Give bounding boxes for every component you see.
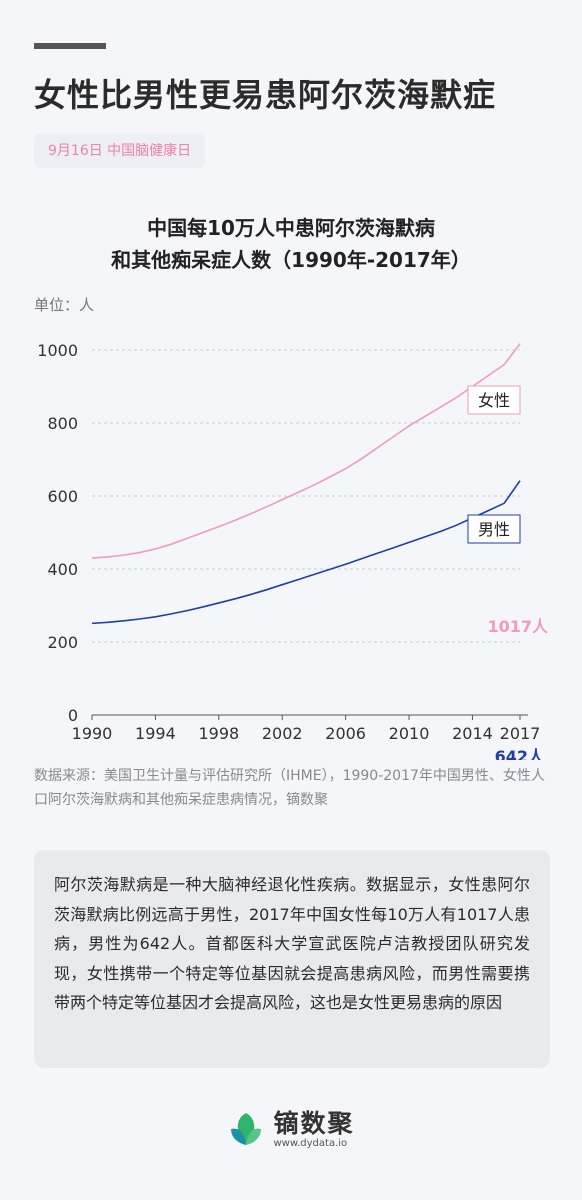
y-tick-label-0: 0 [68, 706, 78, 725]
series-lines [91, 343, 521, 625]
series-line-0 [91, 343, 521, 559]
chart-title-line2: 和其他痴呆症人数（1990年-2017年） [111, 248, 471, 272]
y-axis-unit-label: 单位：人 [34, 296, 95, 314]
y-tick-label-400: 400 [47, 560, 78, 579]
gridlines [92, 349, 520, 643]
brand-name: 镝数聚 [273, 1109, 355, 1138]
date-tag: 9月16日 中国脑健康日 [34, 134, 206, 168]
series-legend-box-0 [467, 385, 521, 415]
x-tick-label-1998: 1998 [198, 724, 239, 743]
y-tick-label-600: 600 [47, 487, 78, 506]
brand-logo: 镝数聚 www.dydata.io [0, 1110, 582, 1149]
brand-leaf-icon [231, 1112, 262, 1145]
x-tick-label-2002: 2002 [262, 724, 303, 743]
x-tick-label-1994: 1994 [135, 724, 176, 743]
x-tick-label-1990: 1990 [72, 724, 113, 743]
x-tick-label-2017: 2017 [500, 724, 541, 743]
chart-title-line1: 中国每10万人中患阿尔茨海默病 [147, 216, 435, 240]
x-tick-label-2010: 2010 [389, 724, 430, 743]
page-title: 女性比男性更易患阿尔茨海默症 [34, 76, 497, 114]
axes: 0 200 400 600 800 1000 1990 1994 1998 2002 2006 201… [37, 341, 540, 743]
x-tick-label-2006: 2006 [325, 724, 366, 743]
title-accent-bar [34, 43, 106, 49]
series-end-label-0: 1017人 [487, 617, 549, 636]
x-tick-label-2014: 2014 [452, 724, 493, 743]
series-legend-box-1 [467, 514, 521, 544]
description-box: 阿尔茨海默病是一种大脑神经退化性疾病。数据显示，女性患阿尔茨海默病比例远高于男性… [34, 850, 550, 1068]
data-source-note: 数据来源：美国卫生计量与评估研究所（IHME），1990-2017年中国男性、女… [34, 768, 545, 808]
series-legend-label-0: 女性 [478, 391, 510, 410]
line-chart: 0 200 400 600 800 1000 1990 1994 1998 2002 2006 201… [37, 341, 549, 760]
y-tick-label-1000: 1000 [37, 341, 78, 360]
series-labels: 1017人 女性 642人 男性 [467, 385, 549, 760]
series-end-label-1: 642人 [495, 747, 545, 760]
series-legend-label-1: 男性 [478, 520, 510, 539]
y-tick-label-200: 200 [47, 633, 78, 652]
brand-url: www.dydata.io [273, 1138, 348, 1149]
description-text: 阿尔茨海默病是一种大脑神经退化性疾病。数据显示，女性患阿尔茨海默病比例远高于男性… [54, 875, 530, 1012]
series-line-1 [91, 480, 521, 625]
y-tick-label-800: 800 [47, 414, 78, 433]
